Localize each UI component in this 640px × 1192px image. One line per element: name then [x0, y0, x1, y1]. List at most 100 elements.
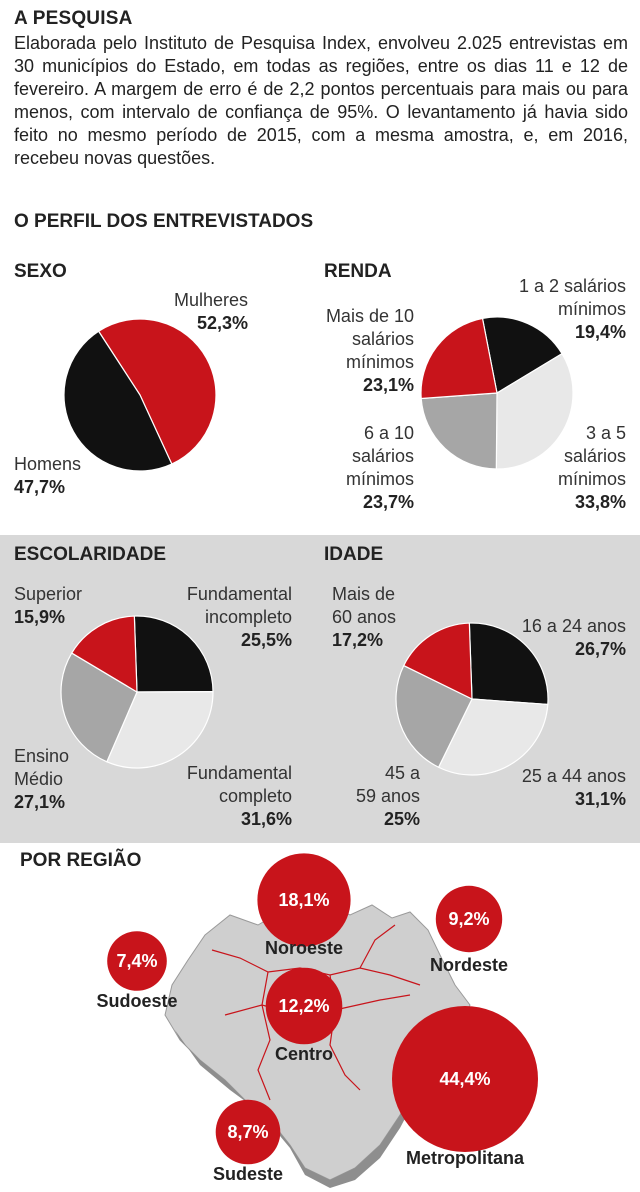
pie-label-mais-de-60-anos-line: 60 anos — [332, 607, 396, 627]
pie-slice-25-a-44-anos — [437, 698, 549, 776]
pie-label-mais-de-10-salarios-minimos: Mais de 10 salários mínimos 23,1% — [326, 306, 414, 395]
pie-label-superior: Superior 15,9% — [14, 584, 82, 627]
pie-label-3-a-5-salarios-minimos: 3 a 5 salários mínimos 33,8% — [558, 423, 626, 512]
pie-label-mulheres-value: 52,3% — [197, 313, 248, 333]
region-bubble-sudoeste — [107, 931, 167, 991]
pie-label-16-a-24-anos-value: 26,7% — [575, 639, 626, 659]
region-title: POR REGIÃO — [20, 849, 141, 871]
intro-title: A PESQUISA — [14, 8, 133, 29]
pie-label-3-a-5-salarios-minimos-line: mínimos — [558, 469, 626, 489]
pie-label-fundamental-completo-value: 31,6% — [241, 809, 292, 829]
region-noroeste: 18,1% Noroeste — [257, 853, 351, 958]
region-sudeste: 8,7% Sudeste — [213, 1099, 283, 1184]
pie-label-25-a-44-anos-line: 25 a 44 anos — [522, 766, 626, 786]
pie-title-escolaridade: ESCOLARIDADE — [14, 544, 166, 565]
region-bubble-noroeste — [257, 853, 351, 947]
pie-label-mais-de-10-salarios-minimos-line: salários — [352, 329, 414, 349]
region-bubble-nordeste — [435, 885, 503, 953]
pie-title-renda: RENDA — [324, 261, 392, 282]
pie-label-ensino-medio-line: Médio — [14, 769, 63, 789]
pie-label-45-a-59-anos-line: 59 anos — [356, 786, 420, 806]
pie-slice-mais-de-60-anos — [402, 622, 473, 700]
pie-chart-sexo: SEXO Mulheres 52,3% Homens 47,7% — [14, 261, 248, 497]
pie-label-45-a-59-anos: 45 a 59 anos 25% — [356, 763, 421, 829]
region-metropolitana: 44,4% Metropolitana — [392, 1006, 538, 1168]
pie-label-16-a-24-anos: 16 a 24 anos 26,7% — [522, 616, 626, 659]
profile-title: O PERFIL DOS ENTREVISTADOS — [14, 211, 314, 232]
pie-label-homens-value: 47,7% — [14, 477, 65, 497]
pie-chart-renda: RENDA 1 a 2 salários mínimos 19,4% 3 a 5 salá… — [324, 261, 626, 512]
pie-label-16-a-24-anos-line: 16 a 24 anos — [522, 616, 626, 636]
pie-title-sexo: SEXO — [14, 261, 67, 282]
pie-label-fundamental-incompleto-line: Fundamental — [187, 584, 292, 604]
region-centro: 12,2% Centro — [265, 967, 343, 1064]
pie-label-45-a-59-anos-line: 45 a — [385, 763, 421, 783]
pie-slice-16-a-24-anos — [468, 622, 549, 706]
region-name-metropolitana: Metropolitana — [406, 1148, 525, 1168]
pie-label-1-a-2-salarios-minimos-value: 19,4% — [575, 322, 626, 342]
pie-label-45-a-59-anos-value: 25% — [384, 809, 420, 829]
pie-slice-45-a-59-anos — [395, 664, 473, 769]
pie-slice-6-a-10-salarios-minimos — [420, 392, 498, 470]
pie-label-mulheres-line: Mulheres — [174, 290, 248, 310]
region-value-noroeste: 18,1% — [278, 890, 329, 910]
region-value-centro: 12,2% — [278, 996, 329, 1016]
pie-label-mais-de-60-anos-value: 17,2% — [332, 630, 383, 650]
region-name-centro: Centro — [275, 1044, 333, 1064]
pie-slice-3-a-5-salarios-minimos — [495, 352, 574, 470]
pie-label-mais-de-10-salarios-minimos-value: 23,1% — [363, 375, 414, 395]
pie-label-mulheres: Mulheres 52,3% — [174, 290, 248, 333]
pie-label-1-a-2-salarios-minimos: 1 a 2 salários mínimos 19,4% — [519, 276, 626, 342]
region-bubble-metropolitana — [392, 1006, 538, 1152]
pie-label-3-a-5-salarios-minimos-line: 3 a 5 — [586, 423, 626, 443]
pie-label-25-a-44-anos-value: 31,1% — [575, 789, 626, 809]
pie-label-1-a-2-salarios-minimos-line: 1 a 2 salários — [519, 276, 626, 296]
region-name-sudeste: Sudeste — [213, 1164, 283, 1184]
region-bubble-centro — [265, 967, 343, 1045]
region-name-sudoeste: Sudoeste — [96, 991, 177, 1011]
pie-chart-idade: IDADE 16 a 24 anos 26,7% 25 a 44 anos 31,1% 4… — [324, 544, 626, 829]
intro-text: Elaborada pelo Instituto de Pesquisa Ind… — [14, 33, 628, 168]
pie-label-superior-value: 15,9% — [14, 607, 65, 627]
pie-label-ensino-medio-line: Ensino — [14, 746, 69, 766]
pie-label-mais-de-10-salarios-minimos-line: mínimos — [346, 352, 414, 372]
region-nordeste: 9,2% Nordeste — [430, 885, 508, 975]
intro-block: A PESQUISA Elaborada pelo Instituto de P… — [14, 8, 628, 170]
pie-title-idade: IDADE — [324, 544, 383, 565]
pie-label-6-a-10-salarios-minimos: 6 a 10 salários mínimos 23,7% — [346, 423, 414, 512]
pie-label-6-a-10-salarios-minimos-value: 23,7% — [363, 492, 414, 512]
region-name-nordeste: Nordeste — [430, 955, 508, 975]
region-value-metropolitana: 44,4% — [439, 1069, 490, 1089]
pie-slice-homens — [63, 330, 173, 472]
pie-slice-1-a-2-salarios-minimos — [481, 316, 563, 394]
pie-label-6-a-10-salarios-minimos-line: salários — [352, 446, 414, 466]
pie-label-mais-de-60-anos-line: Mais de — [332, 584, 395, 604]
region-bubble-sudeste — [215, 1099, 281, 1165]
pie-chart-escolaridade: ESCOLARIDADEFundamentalincompleto25,5%Fu… — [14, 544, 292, 829]
pie-label-mais-de-60-anos: Mais de 60 anos 17,2% — [332, 584, 396, 650]
pie-label-fundamental-incompleto-line: incompleto — [205, 607, 292, 627]
pie-label-superior-line: Superior — [14, 584, 82, 604]
pie-label-ensino-medio-value: 27,1% — [14, 792, 65, 812]
region-value-sudeste: 8,7% — [227, 1122, 268, 1142]
pie-label-6-a-10-salarios-minimos-line: 6 a 10 — [364, 423, 414, 443]
pie-label-fundamental-incompleto: Fundamental incompleto 25,5% — [187, 584, 292, 650]
pie-slice-superior — [70, 615, 138, 694]
pie-slice-fundamental-completo — [106, 691, 214, 769]
pie-slice-fundamental-incompleto — [133, 615, 214, 693]
region-value-sudoeste: 7,4% — [116, 951, 157, 971]
pie-label-fundamental-completo-line: Fundamental — [187, 763, 292, 783]
pie-label-25-a-44-anos: 25 a 44 anos 31,1% — [522, 766, 626, 809]
pie-label-1-a-2-salarios-minimos-line: mínimos — [558, 299, 626, 319]
pie-label-ensino-medio: Ensino Médio 27,1% — [14, 746, 69, 812]
pie-slice-ensino-medio — [60, 652, 138, 763]
pie-label-fundamental-completo: Fundamental completo 31,6% — [187, 763, 292, 829]
pie-label-fundamental-incompleto-value: 25,5% — [241, 630, 292, 650]
region-sudoeste: 7,4% Sudoeste — [96, 931, 178, 1011]
pie-label-fundamental-completo-line: completo — [219, 786, 292, 806]
pie-label-6-a-10-salarios-minimos-line: mínimos — [346, 469, 414, 489]
region-value-nordeste: 9,2% — [448, 909, 489, 929]
region-name-noroeste: Noroeste — [265, 938, 343, 958]
